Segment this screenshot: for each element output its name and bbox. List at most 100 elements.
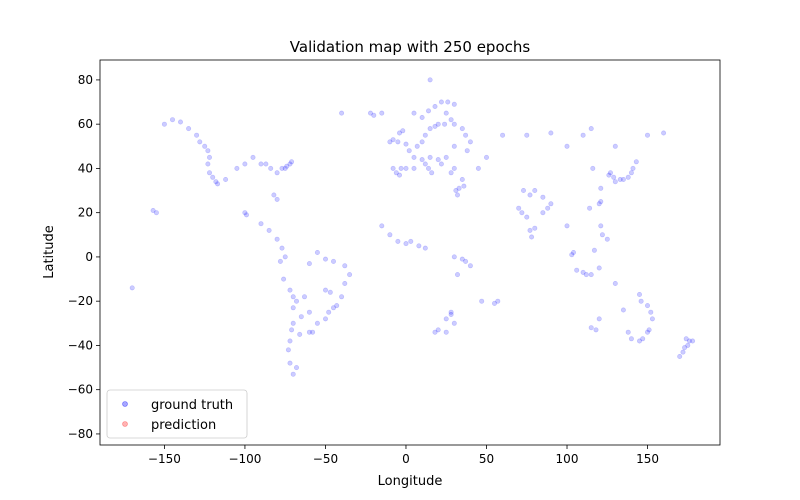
data-point [387,139,393,145]
points-layer [129,77,696,377]
data-point [326,309,332,315]
data-point [435,157,441,163]
series-ground-truth [129,77,696,377]
y-axis: −80 −60 −40 −20 0 20 40 60 80 [68,73,100,441]
data-point [448,170,454,176]
data-point [606,172,612,178]
x-tick-label: 150 [636,452,659,466]
data-point [274,170,280,176]
data-point [290,371,296,377]
data-point [334,303,340,309]
data-point [322,316,328,322]
data-point [427,77,433,83]
data-point [451,254,457,260]
data-point [298,314,304,320]
data-point [408,238,414,244]
data-point [277,258,283,264]
data-point [425,108,431,114]
data-point [677,353,683,359]
data-point [290,305,296,311]
data-point [266,227,272,233]
data-point [258,221,264,227]
data-point [419,139,425,145]
data-point [596,316,602,322]
data-point [161,121,167,127]
data-point [250,154,256,160]
data-point [612,280,618,286]
data-point [279,245,285,251]
data-point [620,177,626,183]
data-point [599,232,605,238]
data-point [467,139,473,145]
data-point [451,143,457,149]
data-point [445,99,451,105]
data-point [419,157,425,163]
data-point [524,214,530,220]
data-point [287,161,293,167]
data-point [425,165,431,171]
data-point [416,243,422,249]
data-point [395,139,401,145]
data-point [285,347,291,353]
y-tick-label: −60 [68,383,93,397]
y-tick-label: 40 [78,161,93,175]
data-point [467,263,473,269]
data-point [598,223,604,229]
data-point [289,327,295,333]
data-point [422,245,428,251]
data-point [202,143,208,149]
data-point [527,227,533,233]
data-point [379,223,385,229]
data-point [644,132,650,138]
data-point [548,201,554,207]
data-point [339,294,345,300]
data-point [596,201,602,207]
data-point [636,291,642,297]
data-point [532,188,538,194]
data-point [395,238,401,244]
data-point [411,110,417,116]
data-point [274,196,280,202]
data-point [153,210,159,216]
data-point [207,154,213,160]
data-point [178,119,184,125]
data-point [371,112,377,118]
data-point [306,309,312,315]
data-point [583,272,589,278]
data-point [448,117,454,123]
data-point [451,165,457,171]
data-point [451,320,457,326]
data-point [234,165,240,171]
data-point [398,165,404,171]
data-point [690,338,696,344]
data-point [129,285,135,291]
data-point [258,161,264,167]
x-tick-label: −50 [313,452,338,466]
data-point [330,305,336,311]
legend: ground truth prediction [106,389,248,439]
data-point [263,161,269,167]
data-point [612,179,618,185]
data-point [282,165,288,171]
data-point [427,154,433,160]
data-point [435,121,441,127]
data-point [274,236,280,242]
y-tick-label: −20 [68,294,93,308]
data-point [574,267,580,273]
data-point [443,329,449,335]
data-point [463,132,469,138]
data-point [593,327,599,333]
data-point [448,309,454,315]
data-point [591,247,597,253]
data-point [411,154,417,160]
data-point [438,161,444,167]
data-point [422,161,428,167]
data-point [598,185,604,191]
data-point [210,174,216,180]
data-point [150,208,156,214]
data-point [475,165,481,171]
data-point [396,172,402,178]
legend-label-prediction: prediction [151,418,216,433]
data-point [387,232,393,238]
data-point [432,329,438,335]
